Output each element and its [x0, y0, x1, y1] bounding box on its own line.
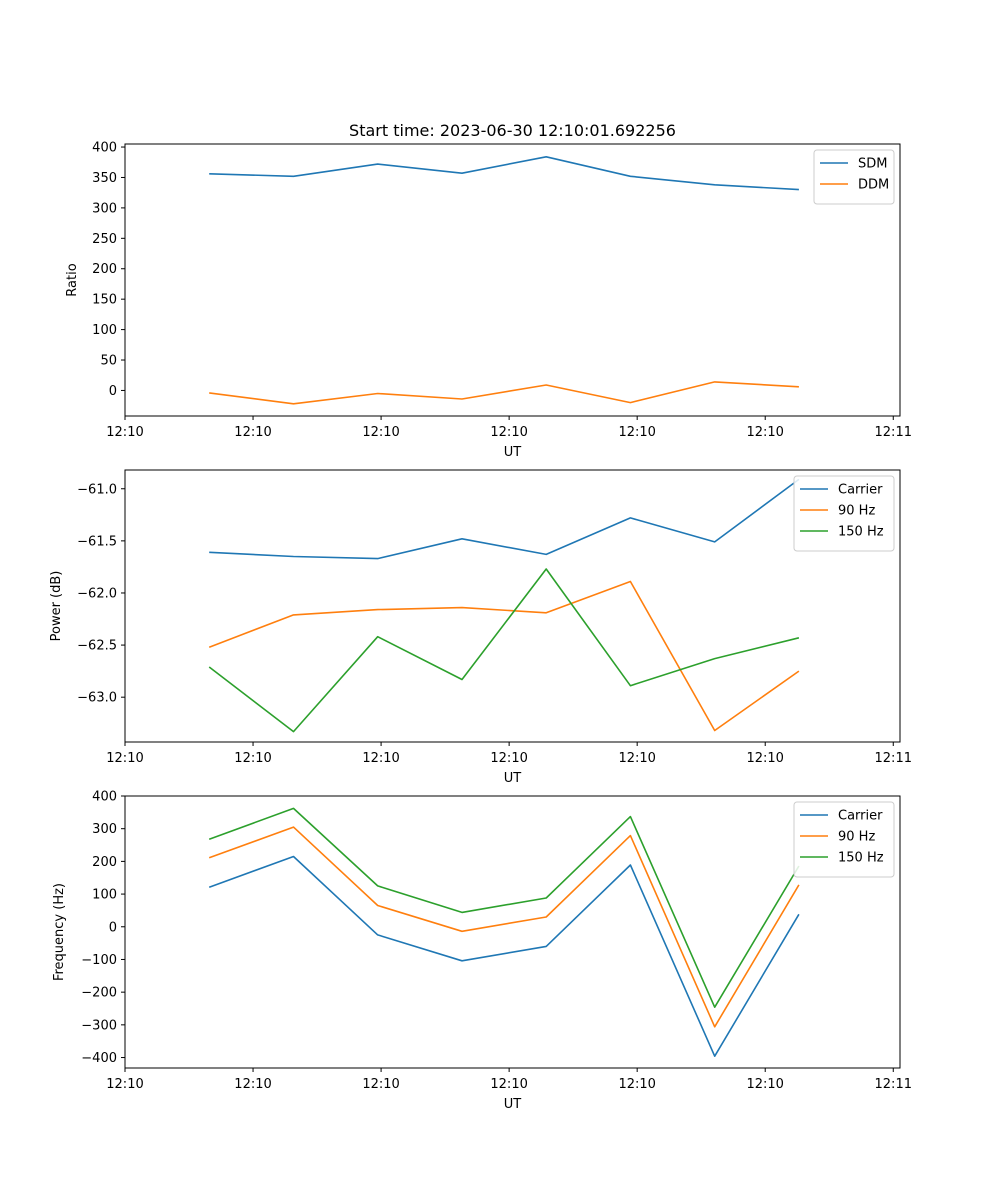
x-tick-label: 12:10 — [746, 751, 783, 766]
x-axis-label: UT — [504, 771, 522, 786]
y-tick-label: −400 — [81, 1051, 117, 1066]
panel-2: 12:10 12:10 12:10 12:10 12:10 12:10 12:11 −63.0… — [49, 469, 912, 786]
series-line-sdm — [209, 156, 799, 191]
x-tick-label: 12:10 — [362, 1077, 399, 1092]
y-tick-label: 0 — [109, 384, 117, 399]
x-tick-label: 12:10 — [618, 751, 655, 766]
series-line-150-hz — [208, 807, 800, 1009]
y-tick-label: 300 — [92, 201, 117, 216]
series-line-carrier — [208, 855, 800, 1057]
x-tick-label: 12:11 — [875, 751, 912, 766]
axes-frame — [124, 795, 901, 1069]
series-line-ddm — [209, 381, 799, 405]
x-tick-label: 12:10 — [234, 1077, 271, 1092]
x-tick-label: 12:11 — [875, 425, 912, 440]
legend: Carrier 90 Hz 150 Hz — [793, 801, 895, 878]
y-axis-label: Power (dB) — [49, 571, 64, 642]
x-tick-label: 12:10 — [234, 751, 271, 766]
axes-frame — [124, 143, 901, 417]
x-tick-label: 12:10 — [106, 425, 143, 440]
y-tick-label: 300 — [92, 822, 117, 837]
x-tick-label: 12:10 — [746, 1077, 783, 1092]
y-tick-label: −300 — [81, 1018, 117, 1033]
y-tick-label: 200 — [92, 855, 117, 870]
y-tick-label: −62.5 — [77, 639, 117, 654]
y-tick-label: 200 — [92, 262, 117, 277]
legend-label: 90 Hz — [838, 504, 875, 519]
series-line-150-hz — [208, 568, 800, 733]
x-axis-label: UT — [504, 1097, 522, 1112]
legend-label: Carrier — [838, 809, 883, 824]
x-tick-label: 12:10 — [106, 751, 143, 766]
legend-label: DDM — [858, 178, 889, 193]
x-tick-label: 12:10 — [490, 425, 527, 440]
y-tick-label: 400 — [92, 141, 117, 156]
x-tick-label: 12:10 — [618, 425, 655, 440]
legend-label: 90 Hz — [838, 830, 875, 845]
y-tick-label: 150 — [92, 293, 117, 308]
x-tick-label: 12:10 — [490, 751, 527, 766]
y-tick-label: 0 — [109, 920, 117, 935]
legend-label: Carrier — [838, 483, 883, 498]
y-tick-label: 100 — [92, 888, 117, 903]
y-axis-label: Ratio — [65, 263, 80, 296]
legend-box — [793, 475, 895, 552]
series-line-90-hz — [208, 580, 800, 732]
x-tick-label: 12:11 — [875, 1077, 912, 1092]
series-line-90-hz — [208, 826, 800, 1028]
y-tick-label: −63.0 — [77, 691, 117, 706]
legend-label: 150 Hz — [838, 851, 884, 866]
legend-label: SDM — [858, 157, 887, 172]
legend: SDM DDM — [813, 149, 895, 205]
x-tick-label: 12:10 — [490, 1077, 527, 1092]
y-axis-label: Frequency (Hz) — [52, 883, 67, 981]
x-axis-label: UT — [504, 445, 522, 460]
axes-frame — [124, 469, 901, 743]
x-tick-label: 12:10 — [234, 425, 271, 440]
legend-box — [793, 801, 895, 878]
y-tick-label: −200 — [81, 986, 117, 1001]
y-tick-label: −61.5 — [77, 534, 117, 549]
x-tick-label: 12:10 — [746, 425, 783, 440]
series-line-carrier — [209, 478, 800, 560]
x-tick-label: 12:10 — [618, 1077, 655, 1092]
y-tick-label: 50 — [100, 354, 117, 369]
x-tick-label: 12:10 — [362, 751, 399, 766]
y-tick-label: 100 — [92, 323, 117, 338]
y-tick-label: −61.0 — [77, 482, 117, 497]
figure-title: Start time: 2023-06-30 12:10:01.692256 — [349, 121, 676, 140]
legend: Carrier 90 Hz 150 Hz — [793, 475, 895, 552]
y-tick-label: 250 — [92, 232, 117, 247]
x-tick-label: 12:10 — [362, 425, 399, 440]
y-tick-label: −100 — [81, 953, 117, 968]
panel-1: 12:10 12:10 12:10 12:10 12:10 12:10 12:11 0 50 10… — [65, 141, 912, 460]
legend-label: 150 Hz — [838, 525, 884, 540]
y-tick-label: 350 — [92, 171, 117, 186]
x-tick-label: 12:10 — [106, 1077, 143, 1092]
panel-3: 12:10 12:10 12:10 12:10 12:10 12:10 12:11 −400 −… — [52, 790, 912, 1113]
y-tick-label: 400 — [92, 790, 117, 805]
y-tick-label: −62.0 — [77, 586, 117, 601]
